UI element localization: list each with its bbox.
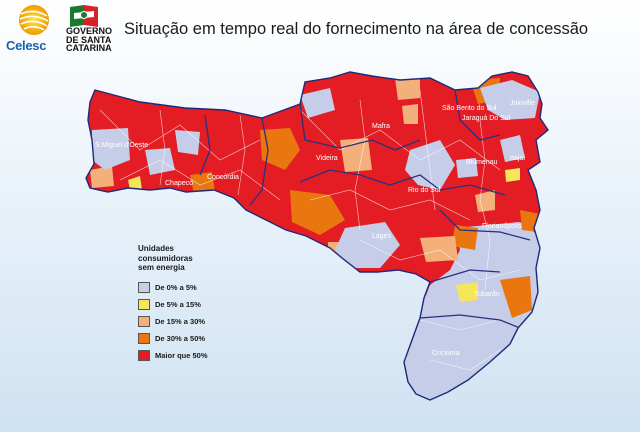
header: Celesc GOVERNO DE SANTA CATARINA Situaçã… bbox=[0, 0, 640, 58]
legend-label: Maior que 50% bbox=[155, 350, 208, 360]
page-title: Situação em tempo real do fornecimento n… bbox=[124, 20, 589, 38]
legend-title-line-2: consumidoras bbox=[138, 253, 193, 263]
legend-title-line-1: Unidades bbox=[138, 244, 175, 253]
city-mafra: Mafra bbox=[372, 123, 390, 130]
city-lages: Lages bbox=[372, 233, 392, 240]
city-tubarao: Tubarão bbox=[474, 291, 500, 298]
city-criciuma: Criciúma bbox=[432, 350, 460, 357]
city-rio-do-sul: Rio do Sul bbox=[408, 187, 441, 194]
legend: Unidades consumidoras sem energia De 0% … bbox=[138, 244, 278, 364]
legend-swatch bbox=[138, 298, 150, 310]
legend-label: De 15% a 30% bbox=[155, 316, 206, 326]
state-map: S.Miguel d'Oeste Concórdia Chapecó Videi… bbox=[85, 71, 549, 401]
legend-swatch bbox=[138, 281, 150, 293]
government-logo bbox=[70, 5, 98, 27]
legend-title-line-3: sem energia bbox=[138, 263, 185, 272]
gov-line-2: DE SANTA bbox=[66, 34, 112, 45]
legend-label: De 30% a 50% bbox=[155, 333, 206, 343]
legend-title: Unidades consumidoras sem energia bbox=[138, 244, 278, 273]
legend-swatch bbox=[138, 349, 150, 361]
legend-item: De 5% a 15% bbox=[138, 296, 278, 313]
legend-label: De 0% a 5% bbox=[155, 282, 197, 292]
city-sao-bento: São Bento do Sul bbox=[442, 105, 497, 112]
gov-line-1: GOVERNO bbox=[66, 26, 113, 36]
city-videira: Videira bbox=[316, 155, 338, 162]
gov-line-3: CATARINA bbox=[66, 43, 112, 53]
city-chapeco: Chapecó bbox=[165, 180, 193, 187]
city-florianopolis: Florianópolis bbox=[482, 223, 522, 230]
government-wordmark: GOVERNO DE SANTA CATARINA bbox=[66, 27, 112, 53]
legend-swatch bbox=[138, 315, 150, 327]
city-joinville: Joinville bbox=[510, 100, 535, 107]
legend-item: Maior que 50% bbox=[138, 347, 278, 364]
city-itajai: Itajaí bbox=[510, 155, 525, 162]
city-blumenau: Blumenau bbox=[466, 159, 498, 166]
legend-swatch bbox=[138, 332, 150, 344]
legend-label: De 5% a 15% bbox=[155, 299, 201, 309]
city-labels: S.Miguel d'Oeste Concórdia Chapecó Videi… bbox=[95, 100, 535, 357]
city-sao-miguel: S.Miguel d'Oeste bbox=[95, 142, 148, 149]
legend-item: De 15% a 30% bbox=[138, 313, 278, 330]
legend-item: De 30% a 50% bbox=[138, 330, 278, 347]
city-jaragua: Jaraguá Do Sul bbox=[462, 115, 511, 122]
legend-item: De 0% a 5% bbox=[138, 279, 278, 296]
celesc-wordmark: Celesc bbox=[6, 38, 47, 53]
celesc-logo bbox=[19, 5, 49, 35]
city-concordia: Concórdia bbox=[207, 174, 239, 181]
